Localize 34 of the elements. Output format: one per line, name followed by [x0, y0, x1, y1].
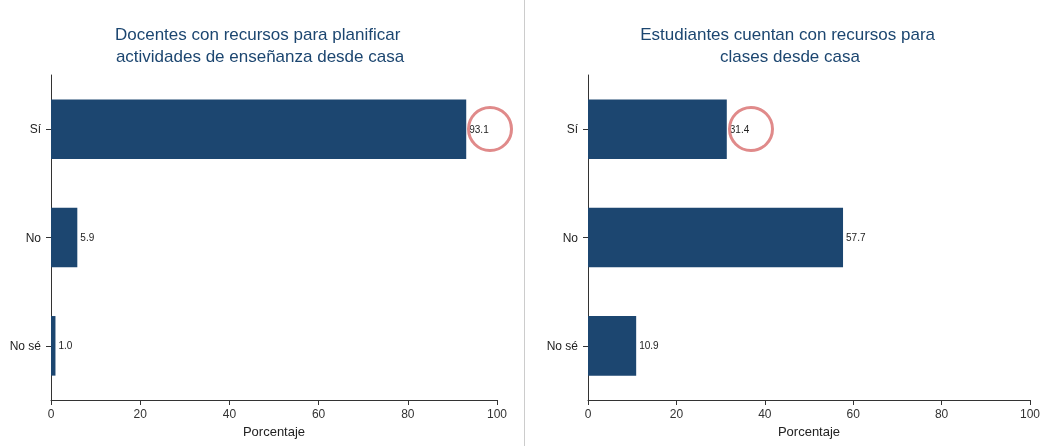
- bar: [588, 207, 844, 268]
- data-label: 10.9: [639, 340, 660, 352]
- bar: [588, 316, 637, 376]
- y-tick-label: No sé: [9, 338, 42, 353]
- y-tick-label: Sí: [29, 122, 42, 137]
- x-tick-label: 20: [669, 407, 684, 421]
- data-label: 31.4: [729, 123, 750, 135]
- x-tick-label: 0: [47, 407, 55, 421]
- chart-title: Docentes con recursos para planificar actividades de enseñanza desde casa: [114, 24, 406, 66]
- data-label: 5.9: [80, 232, 95, 243]
- chart-title: Estudiantes cuentan con recursos para clases desde casa: [640, 24, 940, 66]
- bar: [51, 316, 56, 376]
- x-tick-label: 20: [133, 407, 148, 421]
- x-axis-title: Porcentaje: [242, 423, 306, 439]
- y-tick-label: No: [562, 230, 579, 245]
- y-tick-label: No: [25, 230, 42, 245]
- y-tick-label: No sé: [546, 338, 579, 353]
- x-tick-label: 40: [222, 407, 237, 421]
- y-tick-label: Sí: [566, 122, 579, 137]
- x-tick-label: 40: [758, 407, 772, 421]
- bar: [51, 99, 467, 159]
- x-tick-label: 100: [1019, 407, 1041, 421]
- x-tick-label: 80: [401, 407, 415, 421]
- x-tick-label: 60: [846, 407, 861, 421]
- x-axis-title: Porcentaje: [777, 423, 841, 439]
- bar: [588, 99, 727, 159]
- data-label: 1.0: [58, 340, 73, 352]
- x-tick-label: 0: [584, 407, 592, 421]
- x-tick-label: 80: [934, 407, 949, 421]
- x-tick-label: 60: [311, 407, 326, 421]
- data-label: 57.7: [846, 232, 866, 243]
- bar: [51, 207, 78, 268]
- data-label: 93.1: [469, 123, 490, 135]
- x-tick-label: 100: [486, 407, 508, 421]
